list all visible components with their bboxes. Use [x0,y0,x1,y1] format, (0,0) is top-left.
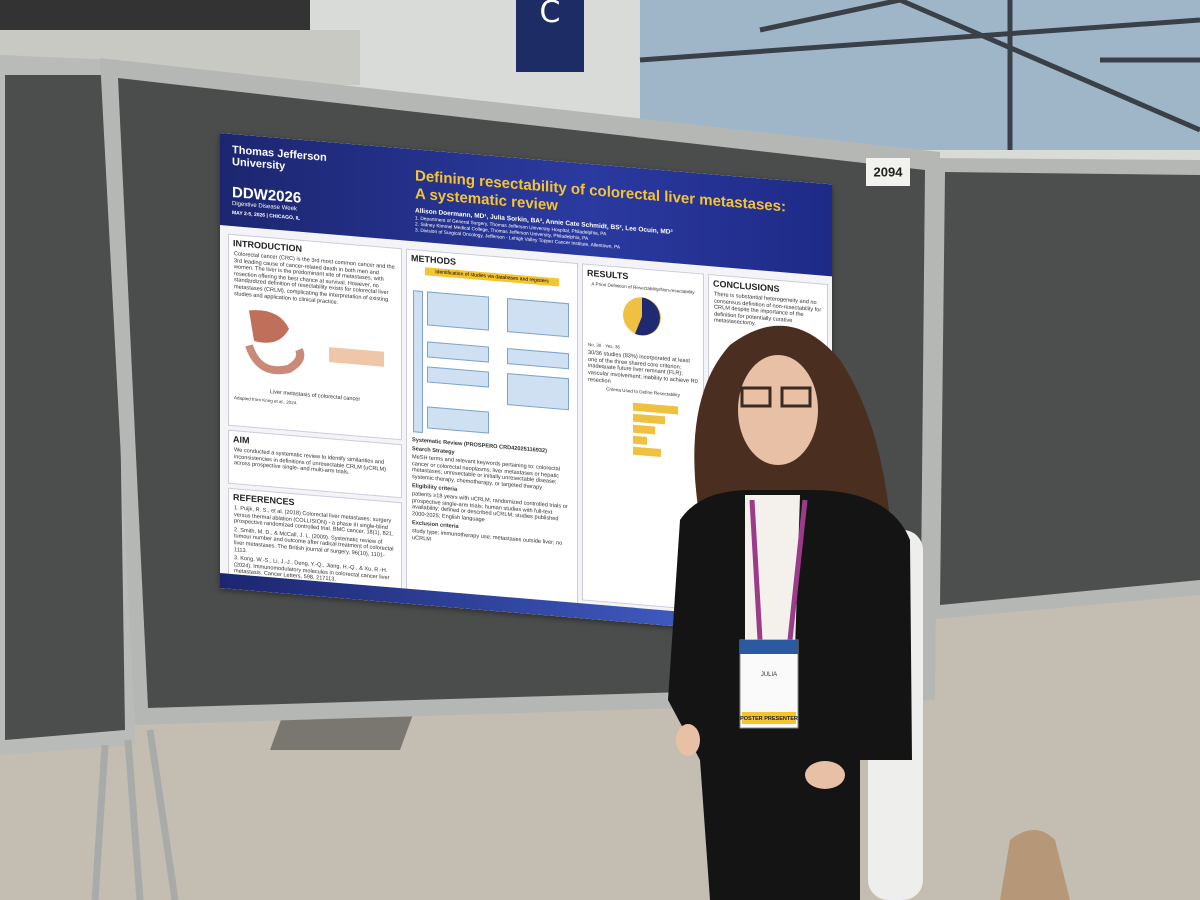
badge-band [740,640,798,654]
results-panel: RESULTS A Priori Definition of Resectabi… [582,263,704,611]
booth-sign [866,158,910,186]
legs [91,729,179,900]
glasses [740,386,812,408]
bag [1000,830,1070,900]
sign-text: C [540,0,561,30]
badge-name: JULIA [761,672,777,678]
face [738,355,818,465]
booth-number: 2094 [874,164,904,179]
badge-role-band [742,712,796,724]
bar-figure [633,402,678,457]
left-board [5,75,125,740]
figure [245,310,384,375]
hand [805,761,845,789]
right-board [940,172,1200,605]
truss [639,0,1200,150]
hand [676,724,700,756]
badge-role: POSTER PRESENTER [740,716,798,722]
lanyard [749,499,808,641]
intro-panel: INTRODUCTION Colorectal cancer (CRC) is … [228,233,402,441]
sign [516,0,584,72]
pie [623,296,661,336]
poster: Thomas Jefferson University DDW2026 Dige… [220,133,832,640]
